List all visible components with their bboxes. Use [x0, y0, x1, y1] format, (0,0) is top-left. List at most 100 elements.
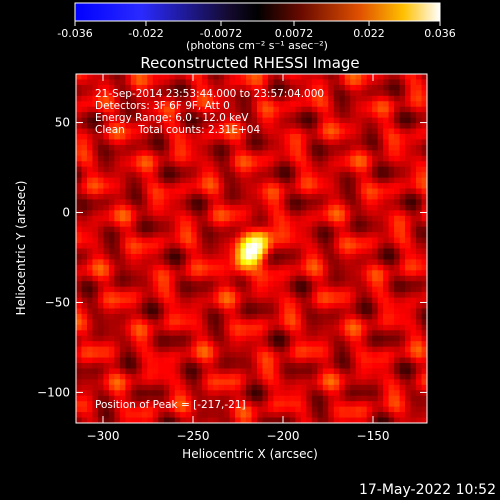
heatmap-cell — [163, 177, 170, 184]
heatmap-cell — [328, 226, 335, 233]
heatmap-cell — [416, 303, 422, 309]
heatmap-cell — [174, 286, 181, 293]
heatmap-cell — [410, 292, 417, 298]
heatmap-cell — [130, 172, 137, 179]
heatmap-cell — [185, 144, 192, 151]
heatmap-cell — [76, 166, 82, 173]
heatmap-cell — [119, 395, 126, 402]
heatmap-cell — [306, 166, 313, 173]
heatmap-cell — [224, 84, 230, 91]
heatmap-cell — [383, 275, 390, 282]
heatmap-cell — [289, 204, 296, 211]
heatmap-cell — [246, 292, 252, 298]
heatmap-cell — [284, 330, 291, 337]
heatmap-cell — [202, 232, 209, 238]
heatmap-cell — [355, 363, 362, 369]
heatmap-cell — [410, 166, 417, 173]
heatmap-cell — [174, 221, 181, 228]
heatmap-cell — [311, 150, 318, 157]
heatmap-cell — [169, 401, 176, 408]
heatmap-cell — [421, 292, 428, 298]
heatmap-cell — [284, 286, 291, 293]
heatmap-cell — [169, 226, 176, 233]
heatmap-cell — [158, 79, 165, 86]
heatmap-cell — [295, 390, 302, 397]
heatmap-cell — [136, 210, 143, 217]
heatmap-cell — [235, 335, 241, 342]
heatmap-cell — [262, 346, 269, 353]
heatmap-cell — [289, 101, 296, 108]
heatmap-cell — [372, 199, 379, 206]
heatmap-cell — [333, 183, 340, 189]
heatmap-cell — [229, 412, 236, 418]
heatmap-cell — [262, 215, 269, 222]
heatmap-cell — [322, 84, 329, 91]
heatmap-cell — [306, 313, 313, 320]
heatmap-cell — [169, 139, 176, 146]
heatmap-cell — [174, 275, 181, 282]
heatmap-cell — [317, 308, 324, 315]
heatmap-cell — [394, 379, 400, 386]
heatmap-cell — [273, 139, 280, 146]
heatmap-cell — [355, 401, 362, 408]
heatmap-cell — [394, 330, 400, 337]
heatmap-cell — [235, 259, 241, 266]
heatmap-cell — [224, 172, 230, 179]
heatmap-cell — [256, 226, 263, 233]
heatmap-cell — [262, 357, 269, 364]
heatmap-cell — [202, 357, 209, 364]
heatmap-cell — [350, 215, 357, 222]
heatmap-cell — [355, 373, 362, 380]
heatmap-cell — [136, 275, 143, 282]
heatmap-cell — [207, 352, 214, 358]
heatmap-cell — [174, 417, 181, 424]
heatmap-cell — [147, 95, 154, 102]
heatmap-cell — [300, 221, 307, 228]
heatmap-cell — [295, 139, 302, 146]
heatmap-cell — [246, 264, 252, 271]
heatmap-cell — [328, 303, 335, 309]
heatmap-cell — [361, 112, 368, 119]
heatmap-cell — [218, 412, 225, 418]
heatmap-cell — [76, 303, 82, 309]
heatmap-cell — [76, 275, 82, 282]
heatmap-cell — [278, 204, 285, 211]
heatmap-cell — [328, 281, 335, 288]
heatmap-cell — [333, 232, 340, 238]
heatmap-cell — [366, 101, 373, 108]
heatmap-cell — [383, 341, 390, 348]
heatmap-cell — [125, 335, 132, 342]
heatmap-cell — [147, 204, 154, 211]
heatmap-cell — [163, 319, 170, 326]
heatmap-cell — [405, 150, 411, 157]
heatmap-cell — [147, 297, 154, 304]
heatmap-cell — [103, 106, 110, 113]
heatmap-cell — [416, 74, 422, 80]
heatmap-cell — [416, 144, 422, 151]
heatmap-cell — [306, 286, 313, 293]
heatmap-cell — [366, 243, 373, 249]
heatmap-cell — [108, 193, 115, 200]
heatmap-cell — [311, 161, 318, 168]
heatmap-cell — [169, 390, 176, 397]
heatmap-cell — [295, 373, 302, 380]
heatmap-cell — [202, 259, 209, 266]
heatmap-cell — [366, 401, 373, 408]
heatmap-cell — [262, 286, 269, 293]
heatmap-cell — [405, 417, 411, 424]
heatmap-cell — [300, 368, 307, 375]
heatmap-cell — [328, 177, 335, 184]
heatmap-cell — [185, 395, 192, 402]
heatmap-cell — [339, 319, 346, 326]
heatmap-cell — [256, 368, 263, 375]
heatmap-cell — [158, 373, 165, 380]
heatmap-cell — [377, 128, 384, 135]
heatmap-cell — [130, 166, 137, 173]
heatmap-cell — [256, 286, 263, 293]
heatmap-cell — [147, 172, 154, 179]
heatmap-cell — [350, 259, 357, 266]
heatmap-cell — [405, 101, 411, 108]
heatmap-cell — [235, 139, 241, 146]
heatmap-cell — [416, 221, 422, 228]
heatmap-cell — [119, 384, 126, 391]
